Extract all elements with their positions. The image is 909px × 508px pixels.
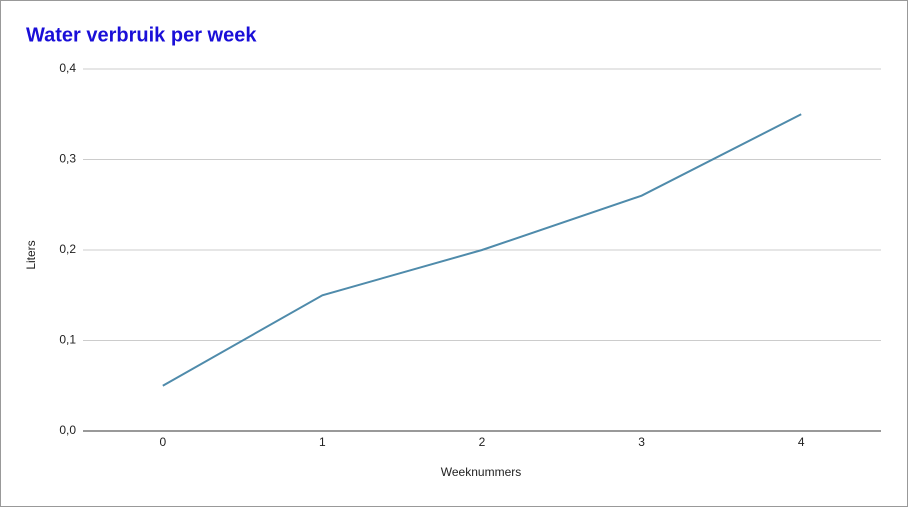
data-line bbox=[162, 113, 802, 387]
x-tick-label: 4 bbox=[798, 435, 805, 449]
y-tick-label: 0,4 bbox=[59, 61, 76, 75]
chart-title: Water verbruik per week bbox=[26, 24, 257, 46]
x-axis-label: Weeknummers bbox=[441, 465, 521, 479]
y-axis-label: Liters bbox=[24, 240, 38, 269]
y-tick-label: 0,3 bbox=[59, 152, 76, 166]
x-tick-label: 3 bbox=[638, 435, 645, 449]
y-tick-label: 0,0 bbox=[59, 423, 76, 437]
y-tick-label: 0,2 bbox=[59, 242, 76, 256]
x-tick-label: 0 bbox=[159, 435, 166, 449]
x-tick-label: 1 bbox=[319, 435, 326, 449]
x-tick-label: 2 bbox=[479, 435, 486, 449]
y-tick-label: 0,1 bbox=[59, 333, 76, 347]
